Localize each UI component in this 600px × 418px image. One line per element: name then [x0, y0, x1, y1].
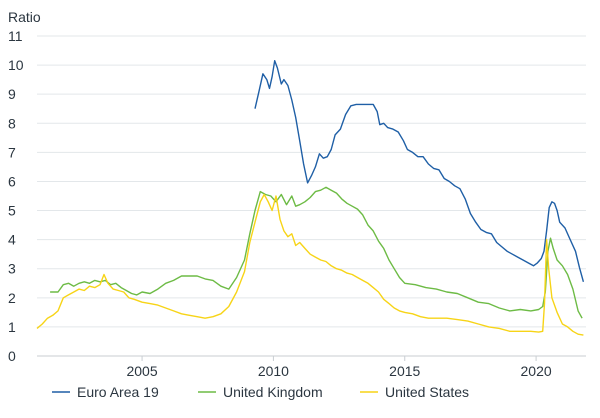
- series-lines: [36, 60, 585, 336]
- y-axis-title: Ratio: [8, 9, 41, 25]
- tick-labels: 0 1 2 3 4 5 6 7 8 9 10 11 2005 2010 2015 2020: [8, 28, 552, 379]
- gridlines: [37, 35, 586, 328]
- y-tick-label: 0: [8, 348, 16, 364]
- y-tick-label: 4: [8, 232, 16, 248]
- axes: [37, 355, 586, 361]
- legend-label: United States: [385, 384, 469, 400]
- legend-label: United Kingdom: [223, 384, 323, 400]
- x-tick-label: 2010: [258, 363, 289, 379]
- y-tick-label: 1: [8, 319, 16, 335]
- y-tick-label: 9: [8, 86, 16, 102]
- y-tick-label: 2: [8, 290, 16, 306]
- legend: Euro Area 19 United Kingdom United States: [52, 384, 469, 400]
- y-tick-label: 11: [8, 28, 23, 44]
- series-line-euro-area-19: [254, 60, 585, 282]
- x-tick-label: 2020: [521, 363, 552, 379]
- y-tick-label: 10: [8, 57, 24, 73]
- x-tick-label: 2005: [126, 363, 157, 379]
- series-line-united-kingdom: [50, 186, 583, 319]
- x-tick-label: 2015: [389, 363, 420, 379]
- y-tick-label: 6: [8, 173, 16, 189]
- legend-label: Euro Area 19: [77, 384, 159, 400]
- series-line-united-states: [36, 193, 584, 336]
- y-tick-label: 8: [8, 115, 16, 131]
- y-tick-label: 5: [8, 203, 16, 219]
- y-tick-label: 3: [8, 261, 16, 277]
- y-tick-label: 7: [8, 144, 16, 160]
